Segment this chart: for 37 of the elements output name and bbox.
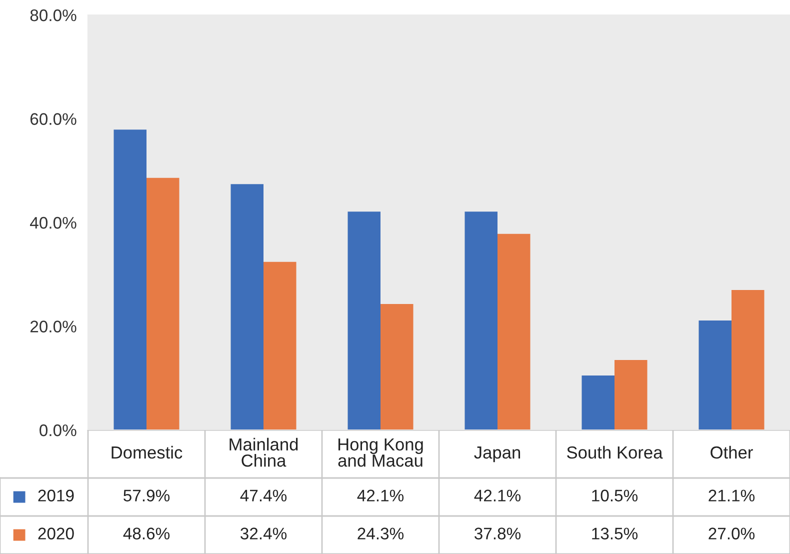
data-label: 10.5% — [592, 490, 638, 502]
bar — [732, 290, 764, 430]
data-label: 24.3% — [358, 528, 404, 540]
data-label: 32.4% — [240, 528, 287, 540]
data-label: 21.1% — [708, 490, 755, 502]
bar — [146, 178, 180, 430]
x-tick-label: Hong Kong and Macau — [338, 438, 423, 467]
x-tick-label: South Korea — [567, 446, 663, 459]
y-tick-label: 0.0% — [40, 424, 76, 436]
bar — [264, 262, 296, 430]
bar — [464, 212, 498, 430]
bar — [348, 212, 380, 430]
data-label: 42.1% — [357, 490, 404, 502]
bar — [114, 130, 146, 430]
legend-label: 2020 — [38, 528, 74, 540]
x-tick-label: Other — [710, 446, 753, 459]
data-label: 57.9% — [124, 490, 170, 502]
data-label: 13.5% — [592, 528, 638, 540]
data-label: 42.1% — [474, 490, 521, 502]
bar — [582, 376, 614, 430]
bar — [698, 320, 732, 430]
x-tick-label: Japan — [474, 446, 520, 462]
data-label: 27.0% — [708, 528, 755, 540]
bar — [614, 360, 648, 430]
bar — [230, 184, 264, 430]
bar — [498, 234, 530, 430]
y-tick-label: 80.0% — [30, 9, 76, 22]
legend-label: 2019 — [38, 490, 74, 502]
data-label: 47.4% — [240, 490, 287, 502]
bar — [380, 304, 414, 430]
x-tick-label: Domestic — [112, 446, 182, 459]
data-label: 37.8% — [474, 528, 521, 540]
y-tick-label: 20.0% — [30, 320, 76, 332]
y-tick-label: 60.0% — [30, 113, 76, 125]
data-label: 48.6% — [123, 528, 170, 540]
x-tick-label: Mainland China — [230, 438, 298, 467]
y-tick-label: 40.0% — [30, 216, 76, 229]
